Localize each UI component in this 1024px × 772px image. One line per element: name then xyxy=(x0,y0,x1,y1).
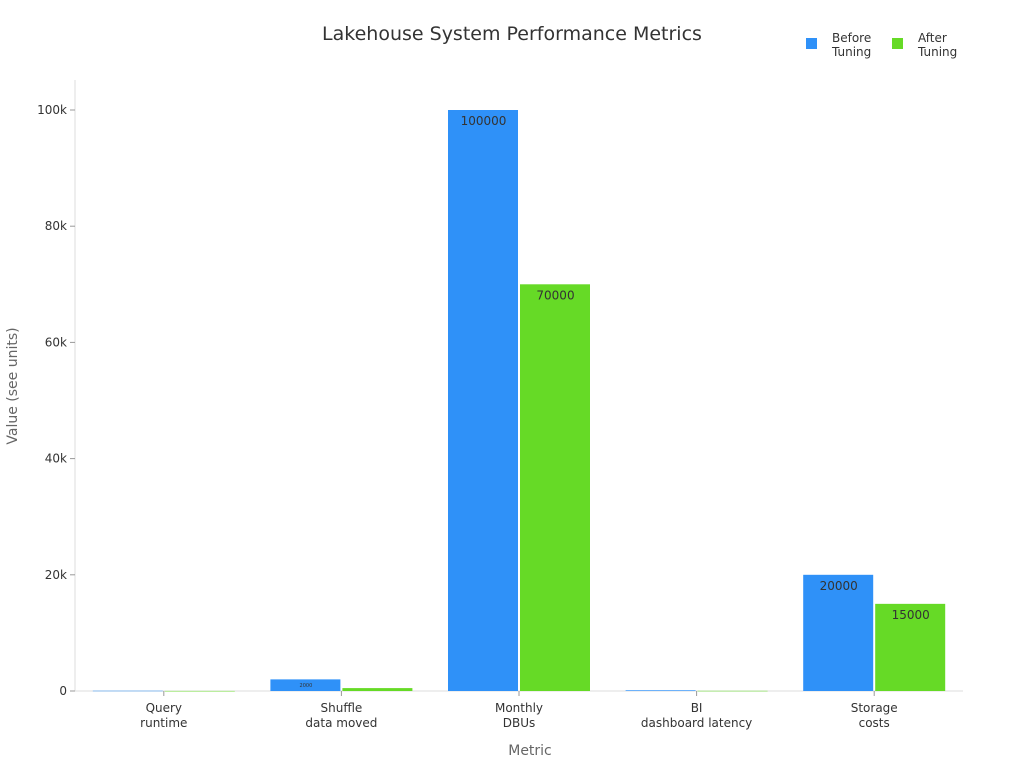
y-tick-label: 80k xyxy=(45,219,67,233)
bar xyxy=(625,690,696,691)
bar xyxy=(270,679,341,691)
y-axis-label: Value (see units) xyxy=(5,327,21,444)
data-label: 15000 xyxy=(892,608,930,622)
x-tick-label: Monthly DBUs xyxy=(495,701,543,730)
bar xyxy=(448,110,518,691)
y-tick-label: 100k xyxy=(37,103,67,117)
bar xyxy=(697,690,768,692)
y-tick-label: 40k xyxy=(45,452,67,466)
legend-label: After Tuning xyxy=(917,31,957,59)
bar xyxy=(803,574,874,691)
legend-swatch xyxy=(892,38,903,49)
data-label: 2000 xyxy=(300,683,313,689)
x-tick-label: Shuffle data moved xyxy=(305,701,377,730)
x-axis-label: Metric xyxy=(508,743,552,759)
legend-swatch xyxy=(806,38,817,49)
bar xyxy=(342,688,413,691)
x-tick-label: Query runtime xyxy=(140,701,187,730)
y-tick-label: 0 xyxy=(59,684,67,698)
y-tick-label: 20k xyxy=(45,568,67,582)
legend-label: Before Tuning xyxy=(831,31,871,59)
chart-title: Lakehouse System Performance Metrics xyxy=(322,23,702,45)
bar xyxy=(875,603,946,691)
x-tick-label: Storage costs xyxy=(851,701,898,730)
y-tick-label: 60k xyxy=(45,335,67,349)
data-label: 70000 xyxy=(536,288,574,302)
x-tick-label: BI dashboard latency xyxy=(641,701,752,730)
bar xyxy=(92,690,163,692)
bar xyxy=(164,690,235,692)
data-label: 20000 xyxy=(820,579,858,593)
data-label: 100000 xyxy=(461,114,507,128)
bar xyxy=(520,284,590,691)
